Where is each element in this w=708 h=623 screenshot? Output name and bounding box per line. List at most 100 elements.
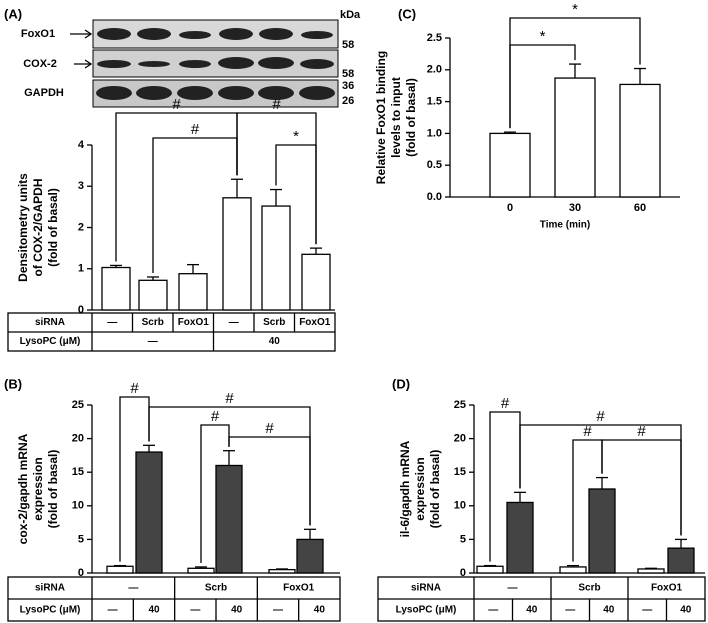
y-axis-label: levels to input	[389, 77, 403, 158]
bar	[215, 464, 243, 574]
bar	[101, 266, 131, 311]
y-tick-label: 3	[78, 180, 84, 192]
table-cell: —	[273, 605, 283, 616]
y-axis-label: (fold of basal)	[46, 450, 60, 529]
table-cell: —	[128, 583, 138, 594]
significance-label: #	[272, 96, 281, 113]
table-cell: Scrb	[263, 317, 285, 328]
marker-label: 26	[342, 95, 354, 107]
table-row-label: siRNA	[35, 317, 65, 328]
bar	[296, 538, 324, 574]
x-tick-label: 60	[634, 202, 646, 214]
significance-bracket	[601, 439, 682, 536]
table-cell: FoxO1	[283, 583, 315, 594]
y-tick-label: 0	[78, 567, 84, 579]
table-cell: —	[107, 317, 117, 328]
bar	[619, 83, 661, 198]
table-cell: 40	[148, 605, 160, 616]
y-tick-label: 5	[460, 533, 466, 545]
table-cell: —	[488, 605, 498, 616]
y-axis-label: Relative FoxO1 binding	[374, 51, 388, 184]
y-tick-label: 25	[72, 399, 84, 411]
bar	[301, 253, 331, 311]
y-axis-label: (fold of basal)	[404, 78, 418, 157]
bar	[178, 273, 208, 311]
y-tick-label: 25	[454, 399, 466, 411]
y-tick-label: 1.0	[427, 127, 442, 139]
x-tick-label: 0	[507, 202, 513, 214]
significance-label: #	[596, 408, 605, 425]
table-cell: —	[108, 605, 118, 616]
y-tick-label: 20	[454, 433, 466, 445]
significance-bracket	[200, 424, 230, 563]
table-row-label: siRNA	[411, 583, 441, 594]
bar	[667, 547, 695, 574]
significance-label: #	[130, 380, 139, 397]
y-tick-label: 0	[460, 567, 466, 579]
significance-bracket	[509, 17, 641, 129]
table-row-label: LysoPC (μM)	[20, 336, 81, 347]
y-tick-label: 15	[454, 466, 466, 478]
significance-label: #	[191, 121, 200, 138]
significance-bracket	[275, 144, 317, 245]
table-cell: 40	[603, 605, 615, 616]
bar	[187, 567, 215, 574]
table-cell: —	[190, 605, 200, 616]
blot-label: FoxO1	[21, 28, 55, 40]
y-tick-label: 15	[72, 466, 84, 478]
bar	[222, 197, 252, 311]
y-tick-label: 0.0	[427, 191, 442, 203]
bar	[559, 566, 587, 574]
y-tick-label: 5	[78, 533, 84, 545]
significance-label: *	[540, 28, 546, 45]
table-row-label: siRNA	[35, 583, 65, 594]
bar	[588, 488, 616, 574]
y-tick-label: 20	[72, 433, 84, 445]
bar	[637, 568, 665, 574]
panel-label: (D)	[392, 376, 410, 391]
bar	[554, 77, 596, 198]
significance-bracket	[228, 436, 311, 526]
significance-label: #	[265, 420, 274, 437]
table-cell: —	[642, 605, 652, 616]
table-cell: Scrb	[578, 583, 600, 594]
bar	[135, 451, 163, 574]
blot-images	[70, 19, 339, 108]
y-tick-label: 2.0	[427, 64, 442, 76]
y-axis-label: Densitometry units	[16, 173, 30, 282]
bar	[138, 279, 168, 311]
blot-label: COX-2	[23, 58, 57, 70]
y-axis-label: (fold of basal)	[46, 188, 60, 267]
y-axis-label: il-6/gapdh mRNA	[398, 440, 412, 537]
table-row-label: LysoPC (μM)	[396, 605, 457, 616]
bar	[261, 205, 291, 311]
significance-label: #	[501, 395, 510, 412]
table-cell: —	[229, 317, 239, 328]
table-cell: 40	[314, 605, 326, 616]
x-tick-label: 30	[569, 202, 581, 214]
panel-label: (A)	[4, 6, 22, 21]
y-axis-label: cox-2/gapdh mRNA	[16, 433, 30, 544]
y-tick-label: 10	[72, 500, 84, 512]
y-tick-label: 4	[78, 139, 85, 151]
bar	[268, 568, 296, 574]
y-tick-label: 10	[454, 500, 466, 512]
table-row-label: LysoPC (μM)	[20, 605, 81, 616]
significance-label: *	[572, 1, 578, 18]
table-cell: FoxO1	[651, 583, 683, 594]
marker-label: 36	[342, 80, 354, 92]
significance-label: #	[583, 423, 592, 440]
x-axis-label: Time (min)	[540, 220, 590, 231]
table-cell: 40	[269, 336, 281, 347]
y-axis-label: of COX-2/GAPDH	[31, 178, 45, 276]
significance-label: #	[225, 390, 234, 407]
panel-label: (B)	[4, 376, 22, 391]
significance-label: #	[172, 96, 181, 113]
significance-label: #	[637, 423, 646, 440]
significance-label: *	[293, 128, 299, 145]
bar	[476, 565, 504, 574]
y-tick-label: 1.5	[427, 96, 442, 108]
table-cell: FoxO1	[178, 317, 210, 328]
y-tick-label: 0	[78, 304, 84, 316]
table-cell: 40	[526, 605, 538, 616]
